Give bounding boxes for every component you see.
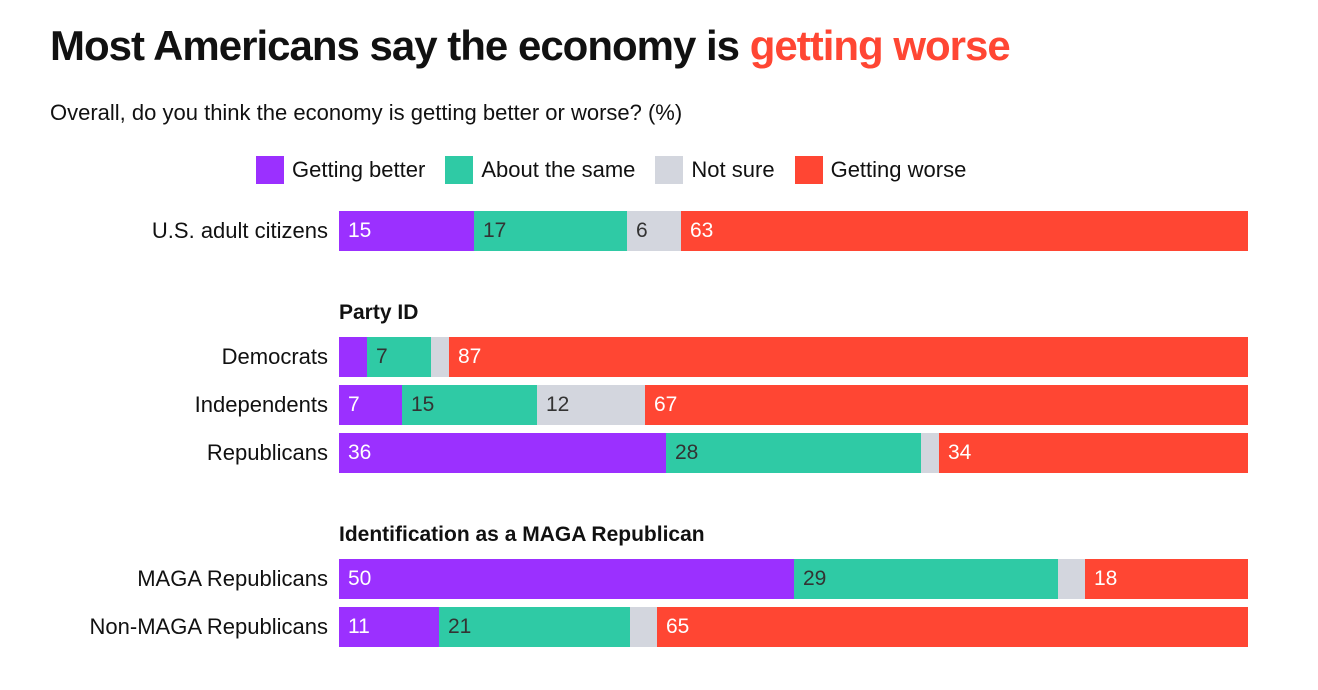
bar-segment-getting-worse: 67 bbox=[645, 385, 1248, 425]
bar-segment-not-sure bbox=[431, 337, 449, 377]
legend-swatch bbox=[445, 156, 474, 184]
chart-subtitle: Overall, do you think the economy is get… bbox=[50, 100, 683, 125]
data-label: 7 bbox=[348, 393, 360, 416]
row-label: MAGA Republicans bbox=[137, 566, 328, 591]
legend-item-not-sure: Not sure bbox=[655, 156, 775, 184]
bar-segment-getting-worse: 18 bbox=[1085, 559, 1248, 599]
legend-swatch bbox=[256, 156, 284, 184]
row-label: U.S. adult citizens bbox=[151, 218, 328, 243]
chart-legend: Getting better About the same Not sure G… bbox=[256, 156, 966, 184]
legend-label: About the same bbox=[481, 157, 636, 182]
bar-row-maga-republicans: 50 29 18 bbox=[339, 559, 1248, 599]
legend-label: Getting better bbox=[292, 157, 426, 182]
data-label: 65 bbox=[666, 615, 690, 638]
chart-title: Most Americans say the economy is gettin… bbox=[50, 22, 1011, 70]
row-label: Non-MAGA Republicans bbox=[89, 614, 328, 639]
bar-segment-about-the-same: 17 bbox=[474, 211, 627, 251]
bar-segment-about-the-same: 15 bbox=[402, 385, 537, 425]
data-label: 11 bbox=[348, 615, 370, 638]
bar-segment-getting-worse: 34 bbox=[939, 433, 1248, 473]
data-label: 67 bbox=[654, 393, 678, 416]
bar-segment-not-sure bbox=[921, 433, 939, 473]
bar-segment-about-the-same: 29 bbox=[794, 559, 1058, 599]
bar-segment-getting-better: 7 bbox=[339, 385, 402, 425]
data-label: 15 bbox=[348, 219, 372, 242]
legend-item-about-the-same: About the same bbox=[445, 156, 635, 184]
data-label: 18 bbox=[1094, 567, 1118, 590]
bar-segment-getting-better: 15 bbox=[339, 211, 474, 251]
chart-title-highlight: getting worse bbox=[749, 22, 1011, 69]
bar-segment-getting-worse: 63 bbox=[681, 211, 1248, 251]
data-label: 21 bbox=[448, 615, 472, 638]
bar-row-independents: 7 15 12 67 bbox=[339, 385, 1248, 425]
bar-segment-getting-better: 11 bbox=[339, 607, 439, 647]
group-heading-party-id: Party ID bbox=[339, 301, 419, 324]
row-label: Democrats bbox=[221, 344, 328, 369]
bar-segment-not-sure bbox=[1058, 559, 1085, 599]
data-label: 63 bbox=[690, 219, 714, 242]
data-label: 87 bbox=[458, 345, 482, 368]
data-label: 15 bbox=[411, 393, 435, 416]
data-label: 34 bbox=[948, 441, 972, 464]
legend-item-getting-worse: Getting worse bbox=[794, 156, 967, 184]
row-label: Republicans bbox=[206, 440, 328, 465]
bar-segment-getting-worse: 87 bbox=[449, 337, 1248, 377]
data-label: 28 bbox=[675, 441, 699, 464]
data-label: 50 bbox=[348, 567, 372, 590]
legend-swatch bbox=[794, 156, 823, 184]
data-label: 6 bbox=[636, 219, 648, 242]
legend-swatch bbox=[655, 156, 684, 184]
bar-segment-not-sure: 12 bbox=[537, 385, 645, 425]
bar-row-non-maga-republicans: 11 21 65 bbox=[339, 607, 1248, 647]
row-label: Independents bbox=[194, 392, 328, 417]
bar-row-republicans: 36 28 34 bbox=[339, 433, 1248, 473]
data-label: 36 bbox=[348, 441, 372, 464]
bar-segment-getting-worse: 65 bbox=[657, 607, 1248, 647]
bar-segment-getting-better bbox=[339, 337, 367, 377]
chart-title-plain: Most Americans say the economy is bbox=[50, 22, 750, 69]
bar-segment-about-the-same: 21 bbox=[439, 607, 630, 647]
bar-segment-getting-better: 36 bbox=[339, 433, 666, 473]
group-heading-maga: Identification as a MAGA Republican bbox=[339, 523, 705, 546]
bar-row-democrats: 7 87 bbox=[339, 337, 1248, 377]
bar-row-us-adult-citizens: 15 17 6 63 bbox=[339, 211, 1248, 251]
data-label: 17 bbox=[483, 219, 507, 242]
data-label: 12 bbox=[546, 393, 570, 416]
bar-segment-about-the-same: 7 bbox=[367, 337, 431, 377]
bar-segment-not-sure: 6 bbox=[627, 211, 681, 251]
legend-label: Not sure bbox=[691, 157, 775, 182]
data-label: 29 bbox=[803, 567, 827, 590]
legend-label: Getting worse bbox=[830, 157, 967, 182]
bar-segment-about-the-same: 28 bbox=[666, 433, 921, 473]
legend-item-getting-better: Getting better bbox=[256, 156, 425, 184]
data-label: 7 bbox=[376, 345, 388, 368]
bar-segment-getting-better: 50 bbox=[339, 559, 794, 599]
bar-segment-not-sure bbox=[630, 607, 657, 647]
